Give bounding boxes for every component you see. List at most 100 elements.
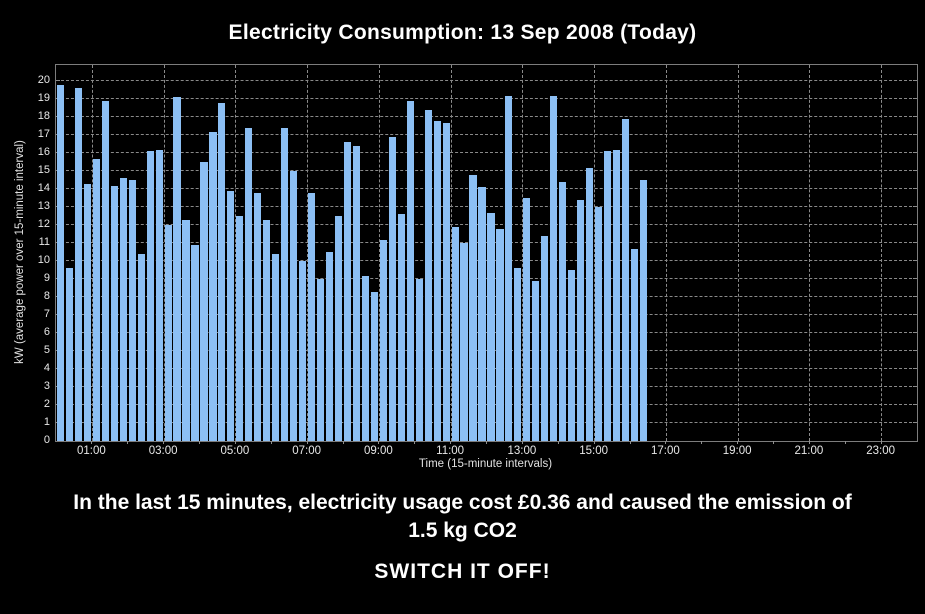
cost-message: In the last 15 minutes, electricity usag…: [0, 489, 925, 545]
bar: [325, 252, 334, 441]
x-tick-mark: [127, 441, 129, 444]
x-tick-mark: [629, 441, 631, 444]
y-tick-label: 1: [43, 416, 50, 428]
y-tick-label: 8: [43, 290, 50, 303]
x-tick-mark: [844, 441, 846, 444]
x-tick-label: 17:00: [650, 445, 680, 457]
y-gridline: [56, 116, 917, 118]
y-gridline: [56, 386, 917, 388]
x-gridline: [91, 65, 93, 441]
x-gridline: [163, 65, 165, 441]
bar: [110, 185, 118, 441]
y-gridline: [56, 206, 917, 208]
bar: [612, 149, 621, 441]
bar: [83, 183, 91, 441]
y-tick-label: 12: [37, 218, 50, 231]
y-gridline: [56, 368, 917, 370]
bar: [595, 207, 603, 441]
x-tick-mark: [234, 441, 236, 444]
bar: [541, 235, 549, 441]
x-tick-label: 01:00: [76, 445, 106, 457]
y-tick-label: 13: [37, 200, 50, 213]
x-gridline: [594, 65, 596, 441]
y-gridline: [56, 404, 917, 406]
bar: [630, 248, 639, 441]
bar: [155, 149, 163, 441]
x-tick-mark: [378, 441, 380, 444]
bar: [343, 142, 352, 441]
bar: [406, 100, 414, 441]
y-tick-label: 14: [37, 182, 50, 195]
bar: [487, 212, 495, 441]
bar: [65, 268, 74, 441]
bar: [361, 275, 369, 441]
bar: [254, 192, 262, 441]
x-axis-title: Time (15-minute intervals): [418, 458, 553, 470]
x-tick-mark: [521, 441, 523, 444]
bar: [460, 243, 468, 441]
bar: [568, 270, 576, 441]
x-gridline: [737, 65, 739, 441]
y-gridline: [56, 152, 917, 154]
bar: [209, 131, 217, 441]
y-tick-label: 18: [37, 110, 50, 123]
bar: [379, 239, 387, 441]
bar: [227, 190, 235, 441]
x-tick-label: 05:00: [220, 445, 250, 457]
y-gridline: [56, 188, 917, 190]
bar: [478, 187, 486, 441]
bar: [442, 122, 450, 441]
x-tick-mark: [91, 441, 93, 444]
y-gridline: [56, 98, 917, 100]
bar: [218, 102, 226, 441]
x-gridline: [235, 65, 237, 441]
bar: [532, 280, 540, 441]
bar: [236, 216, 244, 441]
y-tick-label: 16: [37, 146, 50, 159]
bar: [263, 219, 271, 441]
x-tick-mark: [450, 441, 452, 444]
chart-title: Electricity Consumption: 13 Sep 2008 (To…: [228, 21, 697, 44]
bar: [496, 228, 504, 441]
x-tick-label: 13:00: [507, 445, 537, 457]
y-gridline: [56, 350, 917, 352]
y-tick-label: 0: [43, 434, 50, 446]
y-gridline: [56, 314, 917, 316]
x-tick-mark: [880, 441, 882, 444]
bar: [101, 100, 109, 441]
bar: [586, 167, 594, 441]
x-tick-mark: [701, 441, 703, 444]
bar: [191, 244, 199, 441]
x-tick-mark: [737, 441, 739, 444]
bar: [370, 291, 378, 441]
x-tick-mark: [199, 441, 200, 444]
bar: [290, 171, 298, 441]
y-gridline: [56, 224, 917, 226]
x-tick-label: 03:00: [148, 445, 178, 457]
x-tick-mark: [306, 441, 308, 444]
cost-message-text: In the last 15 minutes, electricity usag…: [73, 491, 852, 542]
x-tick-mark: [808, 441, 810, 444]
bar: [272, 253, 280, 441]
x-tick-mark: [773, 441, 774, 444]
bar: [119, 178, 127, 441]
bar: [577, 199, 585, 441]
bar: [200, 162, 208, 441]
bar: [74, 88, 82, 441]
y-gridline: [56, 278, 917, 280]
bar: [397, 214, 405, 441]
y-tick-label: 4: [43, 362, 50, 375]
bar: [424, 109, 432, 441]
bar: [451, 226, 459, 441]
y-tick-label: 7: [43, 308, 50, 321]
bar: [469, 174, 477, 441]
bar: [56, 84, 65, 441]
y-tick-label: 9: [43, 272, 50, 285]
bar: [514, 268, 522, 441]
bar: [92, 158, 100, 441]
bar: [182, 219, 190, 441]
bar: [433, 120, 441, 441]
bar: [164, 225, 172, 441]
x-tick-mark: [593, 441, 595, 444]
